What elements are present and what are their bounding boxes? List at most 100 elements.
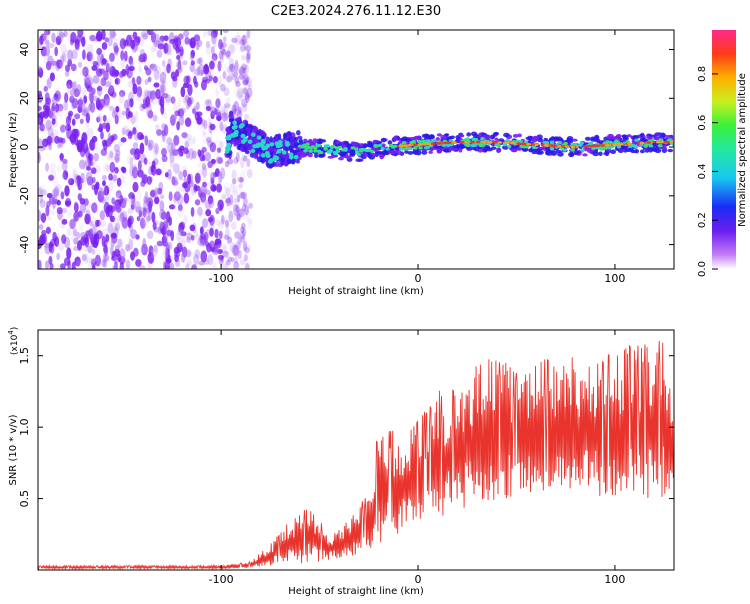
heatmap-cell (38, 151, 41, 161)
heatmap-cell (43, 85, 49, 92)
heatmap-cell (660, 140, 665, 144)
heatmap-cell (497, 141, 503, 144)
heatmap-cell (524, 145, 529, 149)
heatmap-cell (156, 240, 164, 247)
heatmap-cell (256, 135, 262, 140)
heatmap-cell (191, 264, 198, 269)
heatmap-cell (138, 53, 145, 63)
heatmap-cell (86, 85, 93, 92)
heatmap-cell (639, 141, 645, 145)
heatmap-cell (626, 142, 632, 146)
spectrogram-y-tick-label: -20 (18, 187, 31, 205)
heatmap-cell (373, 147, 379, 153)
heatmap-cell (48, 255, 53, 265)
heatmap-cell (220, 167, 226, 180)
heatmap-cell (213, 30, 218, 38)
heatmap-cell (453, 144, 460, 148)
heatmap-cell (64, 92, 69, 103)
heatmap-cell (79, 118, 84, 125)
spectrogram-y-ticks: -40 -20 0 20 40 (18, 43, 674, 254)
heatmap-cell (94, 249, 100, 257)
heatmap-cell (224, 215, 229, 227)
heatmap-cell (496, 147, 501, 154)
heatmap-cell (202, 197, 207, 206)
heatmap-cell (177, 65, 183, 74)
heatmap-cell (182, 147, 189, 155)
heatmap-cell (340, 151, 347, 156)
heatmap-cell (82, 86, 87, 98)
heatmap-cell (234, 256, 239, 264)
heatmap-cell (184, 140, 190, 149)
heatmap-cell (49, 263, 54, 269)
heatmap-cell (196, 162, 202, 168)
heatmap-cell (86, 43, 94, 55)
heatmap-cell (114, 156, 119, 162)
heatmap-cell (392, 136, 398, 141)
heatmap-cell (189, 55, 194, 61)
heatmap-cell (235, 34, 242, 46)
heatmap-cell (69, 95, 75, 104)
heatmap-cell (488, 135, 493, 139)
heatmap-cell (71, 97, 76, 110)
heatmap-cell (667, 148, 674, 153)
heatmap-cell (146, 176, 153, 185)
heatmap-cell (237, 176, 244, 183)
heatmap-cell (580, 148, 585, 152)
heatmap-cell (143, 196, 149, 204)
heatmap-cell (103, 259, 108, 268)
heatmap-cell (153, 44, 158, 52)
heatmap-cell (88, 90, 94, 103)
heatmap-cell (236, 90, 243, 99)
heatmap-cell (195, 42, 200, 51)
heatmap-cell (218, 230, 223, 240)
heatmap-cell (140, 30, 148, 38)
heatmap-cell (421, 133, 427, 138)
heatmap-cell (644, 149, 650, 153)
heatmap-cell (102, 122, 108, 129)
heatmap-cell (220, 109, 227, 117)
heatmap-cell (215, 205, 221, 212)
heatmap-cell (57, 142, 62, 149)
heatmap-cell (154, 142, 159, 155)
heatmap-cell (234, 79, 241, 86)
heatmap-cell (139, 96, 144, 107)
heatmap-cell (430, 142, 436, 145)
heatmap-cell (225, 187, 231, 197)
heatmap-cell (245, 262, 250, 269)
heatmap-cell (68, 178, 75, 186)
heatmap-cell (38, 209, 42, 222)
heatmap-cell (313, 146, 318, 150)
heatmap-cell (215, 98, 221, 109)
heatmap-cell (112, 265, 117, 269)
heatmap-cell (154, 196, 160, 205)
heatmap-cell (150, 63, 158, 72)
heatmap-cell (223, 200, 229, 209)
heatmap-cell (230, 242, 236, 253)
heatmap-cell (85, 246, 90, 253)
heatmap-cell (101, 58, 107, 65)
heatmap-cell (38, 151, 41, 164)
heatmap-cell (240, 230, 245, 240)
heatmap-cell (71, 261, 76, 269)
heatmap-cell (38, 259, 42, 269)
heatmap-cell (207, 253, 214, 266)
heatmap-cell (101, 174, 107, 181)
heatmap-cell (131, 166, 139, 179)
heatmap-cell (148, 139, 155, 150)
heatmap-cell (136, 75, 142, 85)
heatmap-cell (182, 95, 189, 105)
heatmap-cell (185, 262, 190, 269)
heatmap-cell (398, 144, 404, 148)
heatmap-cell (233, 261, 240, 269)
heatmap-cell (229, 182, 235, 189)
heatmap-cell (102, 252, 107, 264)
heatmap-cell (187, 138, 194, 147)
heatmap-cell (106, 194, 112, 201)
heatmap-cell (110, 238, 115, 248)
heatmap-cell (155, 124, 161, 131)
heatmap-cell (238, 46, 245, 54)
heatmap-cell (304, 146, 309, 150)
heatmap-cell (52, 176, 59, 188)
heatmap-cell (187, 173, 192, 185)
heatmap-cell (243, 243, 249, 254)
